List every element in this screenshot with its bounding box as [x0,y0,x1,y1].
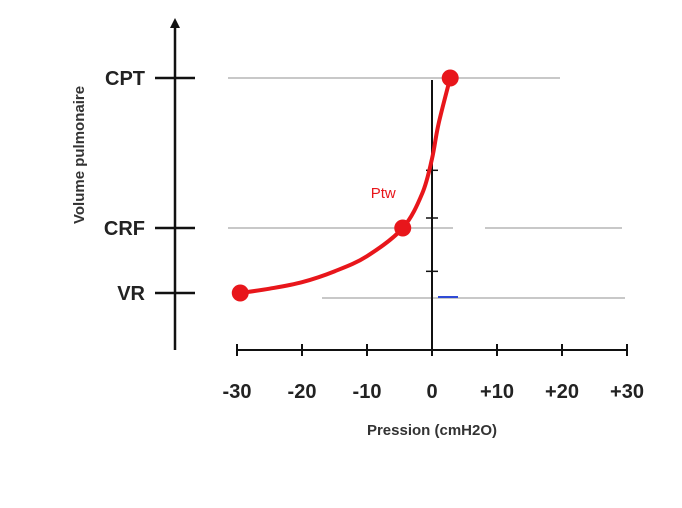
x-tick-label: -10 [353,381,382,403]
series-line [238,76,453,295]
x-tick-label: 0 [426,381,437,403]
data-point [231,284,249,302]
x-tick-label: -30 [223,381,252,403]
x-axis-title: Pression (cmH2O) [367,422,497,439]
y-axis-title: Volume pulmonaire [71,86,88,224]
x-tick-label: +30 [610,381,644,403]
x-tick-label: +20 [545,381,579,403]
x-tick-label: -20 [288,381,317,403]
axes [155,18,628,356]
data-point [441,69,459,87]
y-axis-arrow [170,18,180,28]
y-level-label-vr: VR [117,283,145,305]
x-tick-label: +10 [480,381,514,403]
data-point [394,219,412,237]
curve-layer [238,76,453,295]
ptw-annotation: Ptw [371,185,396,202]
labels: CPT CRF VR -30 -20 -10 0 +10 +20 +30 Pression (cmH… [71,68,644,439]
reference-lines [228,77,625,299]
y-level-label-cpt: CPT [105,68,145,90]
y-level-label-crf: CRF [104,218,145,240]
marks [231,69,459,302]
